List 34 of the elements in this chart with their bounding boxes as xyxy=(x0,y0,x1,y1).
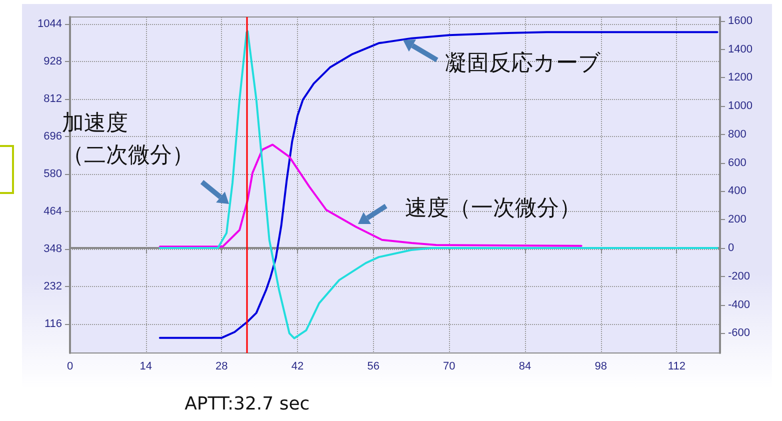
x-tick-label: 56 xyxy=(367,360,380,372)
series-label: 凝固反応カーブ xyxy=(445,50,601,78)
ref-line-label: APTT:32.7 sec xyxy=(184,394,310,414)
y2-tick-label: 0 xyxy=(728,242,734,254)
y2-tick-label: 800 xyxy=(728,128,746,140)
x-tick-label: 84 xyxy=(518,360,532,372)
x-tick-label: 42 xyxy=(291,360,304,372)
x-tick-label: 0 xyxy=(66,360,74,372)
x-tick-label: 70 xyxy=(443,360,456,372)
y2-tick-label: 1400 xyxy=(728,43,752,56)
x-tick-label: 112 xyxy=(668,360,686,372)
y2-tick-label: 1600 xyxy=(728,14,752,27)
y-tick-label: 580 xyxy=(44,168,62,180)
x-tick-label: 28 xyxy=(216,360,228,372)
series-label: 加速度（二次微分） xyxy=(62,111,194,168)
y2-tick-label: 1000 xyxy=(728,100,752,112)
y-tick-label: 232 xyxy=(44,280,62,292)
y2-tick-label: 200 xyxy=(728,214,746,226)
x-tick-label: 14 xyxy=(140,360,152,372)
y2-tick-label: 600 xyxy=(728,156,746,169)
y-tick-label: 1044 xyxy=(38,18,62,30)
y2-tick-label: 1200 xyxy=(728,72,752,84)
x-tick-label: 98 xyxy=(594,360,607,372)
y-tick-label: 696 xyxy=(44,130,62,143)
y2-tick-label: 400 xyxy=(728,185,746,198)
y-tick-label: 464 xyxy=(44,205,62,218)
y-tick-label: 812 xyxy=(44,93,62,106)
y2-tick-label: -400 xyxy=(728,298,750,311)
y-tick-label: 116 xyxy=(44,318,62,330)
y2-tick-label: -600 xyxy=(728,327,750,340)
series-label: 速度（一次微分） xyxy=(405,195,581,223)
y-tick-label: 928 xyxy=(44,56,62,68)
y2-tick-label: -200 xyxy=(728,270,750,282)
y-tick-label: 348 xyxy=(44,242,62,255)
